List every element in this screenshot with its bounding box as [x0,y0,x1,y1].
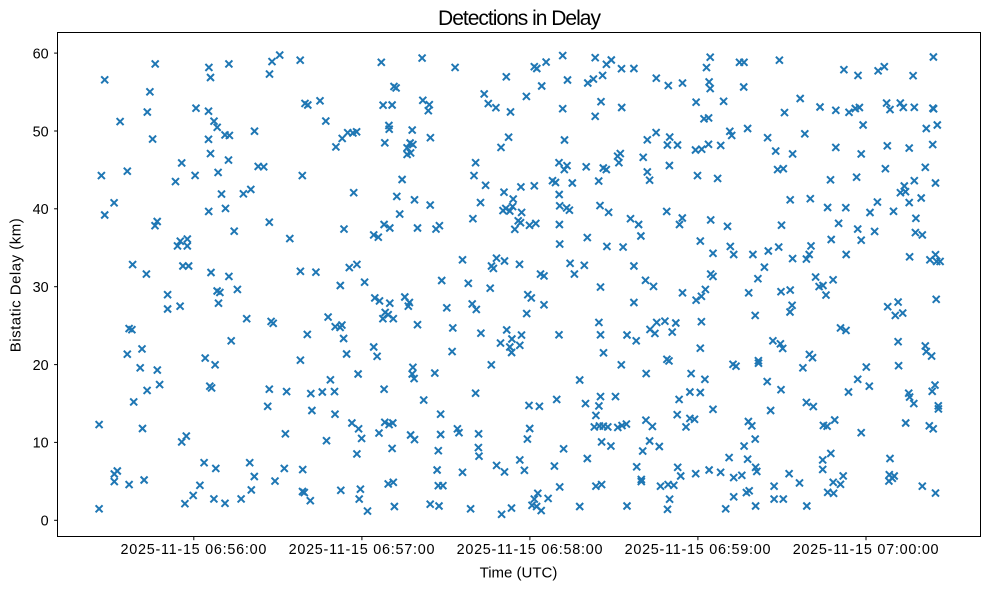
svg-text:30: 30 [33,280,49,296]
svg-text:Time (UTC): Time (UTC) [480,565,558,582]
svg-text:2025-11-15 07:00:00: 2025-11-15 07:00:00 [793,542,940,558]
svg-text:Detections in Delay: Detections in Delay [438,7,601,30]
svg-text:0: 0 [41,514,49,530]
svg-text:Bistatic Delay (km): Bistatic Delay (km) [8,218,25,353]
svg-text:2025-11-15 06:57:00: 2025-11-15 06:57:00 [289,542,436,558]
svg-text:40: 40 [33,202,49,218]
svg-text:10: 10 [33,436,49,452]
svg-text:20: 20 [33,358,49,374]
svg-text:2025-11-15 06:58:00: 2025-11-15 06:58:00 [457,542,604,558]
svg-text:2025-11-15 06:56:00: 2025-11-15 06:56:00 [120,542,267,558]
svg-text:2025-11-15 06:59:00: 2025-11-15 06:59:00 [625,542,772,558]
svg-text:50: 50 [33,124,49,140]
svg-text:60: 60 [33,46,49,62]
